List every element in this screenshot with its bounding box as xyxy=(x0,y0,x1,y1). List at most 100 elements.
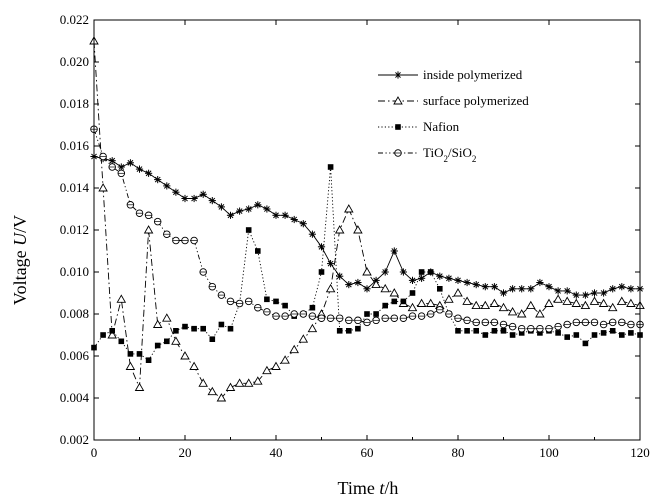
data-point xyxy=(563,320,571,329)
data-point xyxy=(318,269,325,275)
data-point xyxy=(453,288,463,297)
data-point xyxy=(109,328,115,334)
data-point xyxy=(498,302,509,312)
data-point xyxy=(555,330,561,336)
data-point xyxy=(618,283,626,291)
x-tick-label: 0 xyxy=(91,445,98,460)
data-point xyxy=(436,272,444,280)
series-1 xyxy=(89,36,645,402)
data-point xyxy=(336,272,344,280)
data-point xyxy=(627,320,635,329)
data-point xyxy=(462,296,472,305)
y-tick-label: 0.010 xyxy=(60,264,89,279)
data-point xyxy=(263,205,271,213)
series-2 xyxy=(91,164,643,363)
data-point xyxy=(390,314,399,322)
data-point xyxy=(617,296,627,305)
data-point xyxy=(216,393,227,402)
data-point xyxy=(344,204,354,213)
data-point xyxy=(154,176,162,184)
data-point xyxy=(346,328,352,334)
data-point xyxy=(408,276,417,284)
data-point xyxy=(627,285,635,293)
data-point xyxy=(99,152,107,161)
data-point xyxy=(353,225,363,234)
data-point xyxy=(589,296,600,305)
data-point xyxy=(416,298,427,307)
data-point xyxy=(172,188,180,196)
data-point xyxy=(236,207,244,215)
data-point xyxy=(289,344,299,354)
data-point xyxy=(544,298,554,307)
data-point xyxy=(628,330,634,336)
data-point xyxy=(573,332,580,338)
data-point xyxy=(207,386,218,396)
data-point xyxy=(154,342,161,349)
data-point xyxy=(182,323,188,330)
data-point xyxy=(199,268,207,276)
data-point xyxy=(281,312,289,320)
data-point xyxy=(281,211,289,219)
data-point xyxy=(609,285,617,293)
legend-item-2: Nafion xyxy=(378,119,460,134)
data-point xyxy=(317,314,326,322)
data-point xyxy=(400,298,407,305)
data-point xyxy=(218,321,225,328)
data-point xyxy=(489,298,500,307)
data-point xyxy=(437,286,443,292)
data-point xyxy=(272,211,280,219)
data-point xyxy=(572,291,580,299)
data-point xyxy=(226,297,235,306)
data-point xyxy=(454,276,462,284)
data-point xyxy=(491,328,498,334)
data-point xyxy=(382,302,388,309)
axes: 0 20 40 60 80 100 120 0.002 0.004 0.006 0.008 0.010… xyxy=(60,12,650,460)
data-point xyxy=(181,236,189,245)
data-point xyxy=(427,269,434,275)
data-point xyxy=(208,282,217,291)
data-point xyxy=(499,289,508,297)
data-point xyxy=(445,310,453,318)
data-point xyxy=(607,302,618,312)
data-point xyxy=(308,312,317,320)
data-point xyxy=(590,318,599,327)
data-point xyxy=(355,325,361,332)
data-point xyxy=(609,328,616,334)
data-point xyxy=(317,243,326,251)
data-point xyxy=(373,311,379,317)
data-point xyxy=(171,336,181,345)
data-point xyxy=(445,274,453,282)
data-point xyxy=(117,163,125,171)
y-tick-label: 0.008 xyxy=(60,306,89,321)
legend-marker xyxy=(395,124,401,130)
legend-marker xyxy=(394,71,402,79)
data-point xyxy=(243,378,254,387)
data-point xyxy=(381,268,389,276)
data-point xyxy=(518,330,525,336)
data-point xyxy=(98,183,108,192)
legend: inside polymerized surface polymerized Naf… xyxy=(378,67,529,164)
data-point xyxy=(463,316,471,325)
data-point xyxy=(480,300,491,310)
data-point xyxy=(444,294,454,303)
data-point xyxy=(598,298,609,307)
data-point xyxy=(418,269,425,275)
data-point xyxy=(455,328,461,334)
data-point xyxy=(481,283,489,291)
data-point xyxy=(473,328,479,334)
data-point xyxy=(507,306,518,316)
data-point xyxy=(264,296,270,303)
data-point xyxy=(618,318,626,327)
y-tick-label: 0.012 xyxy=(60,222,89,237)
data-point xyxy=(381,314,389,322)
data-point xyxy=(298,334,309,343)
data-point xyxy=(152,319,163,328)
data-point xyxy=(490,283,498,291)
data-point xyxy=(518,285,526,293)
data-point xyxy=(371,279,381,289)
data-point xyxy=(190,236,198,245)
data-point xyxy=(191,325,197,332)
data-point xyxy=(282,302,288,309)
data-point xyxy=(564,334,570,340)
data-point xyxy=(262,365,272,375)
